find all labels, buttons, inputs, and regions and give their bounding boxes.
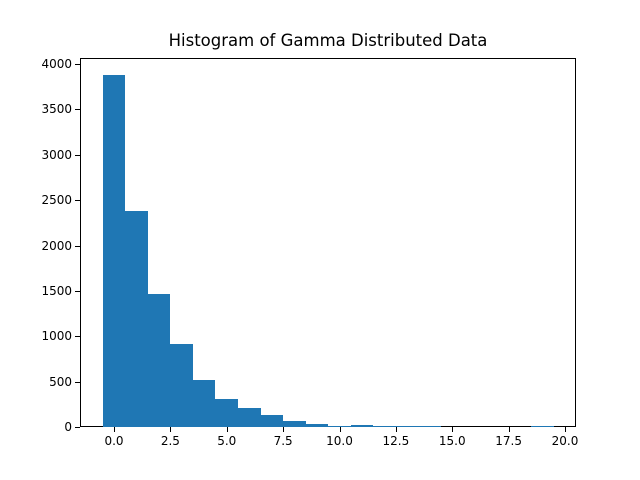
histogram-bar [260,414,284,427]
histogram-bar [192,379,216,427]
x-tick-mark [339,427,341,432]
x-tick-mark [114,427,115,432]
y-tick-label: 3000 [41,147,72,162]
x-tick-mark [452,427,454,432]
x-tick-label: 0.0 [104,434,124,448]
x-tick-mark [565,427,566,432]
x-tick-mark [170,427,172,432]
histogram-bar [283,421,306,427]
histogram-bar [102,74,126,427]
y-tick-label: 2500 [41,193,72,208]
x-tick-mark [508,427,510,432]
x-tick-label: 15.0 [438,434,466,448]
histogram-bar [125,211,148,427]
histogram-bar [328,425,351,427]
histogram-bar [373,426,396,427]
y-tick-mark [75,154,80,156]
y-tick-label: 500 [49,374,72,389]
y-tick-label: 3500 [41,102,72,117]
x-tick-label: 10.0 [326,434,353,448]
y-tick-mark [75,200,80,202]
y-tick-label: 2000 [41,238,72,253]
histogram-bar [238,407,261,427]
histogram-bar [350,425,374,427]
x-tick-mark [283,427,285,432]
chart-title: Histogram of Gamma Distributed Data [168,31,488,50]
y-tick-mark [75,336,80,338]
x-tick-label: 7.5 [273,434,293,448]
histogram-bar [305,423,329,427]
x-tick-label: 12.5 [382,434,410,448]
y-tick-mark [75,245,80,247]
histogram-bar [147,294,171,427]
y-tick-mark [75,290,80,292]
histogram-bar [531,426,554,427]
y-tick-mark [75,109,80,111]
x-tick-mark [395,427,397,432]
y-tick-mark [75,427,80,428]
y-tick-mark [75,64,80,65]
y-tick-label: 1500 [41,283,72,298]
y-tick-mark [75,381,80,383]
x-tick-label: 2.5 [160,434,180,448]
x-tick-label: 20.0 [551,434,579,448]
y-tick-label: 0 [64,420,72,434]
y-tick-label: 4000 [41,57,72,71]
histogram-bar [215,398,239,427]
x-tick-label: 5.0 [217,434,237,448]
histogram-bar [418,426,441,427]
histogram-bar [395,426,419,427]
y-tick-label: 1000 [41,329,72,344]
plot-area [80,58,576,427]
x-tick-label: 17.5 [495,434,522,448]
x-tick-mark [226,427,228,432]
histogram-bar [170,343,193,427]
